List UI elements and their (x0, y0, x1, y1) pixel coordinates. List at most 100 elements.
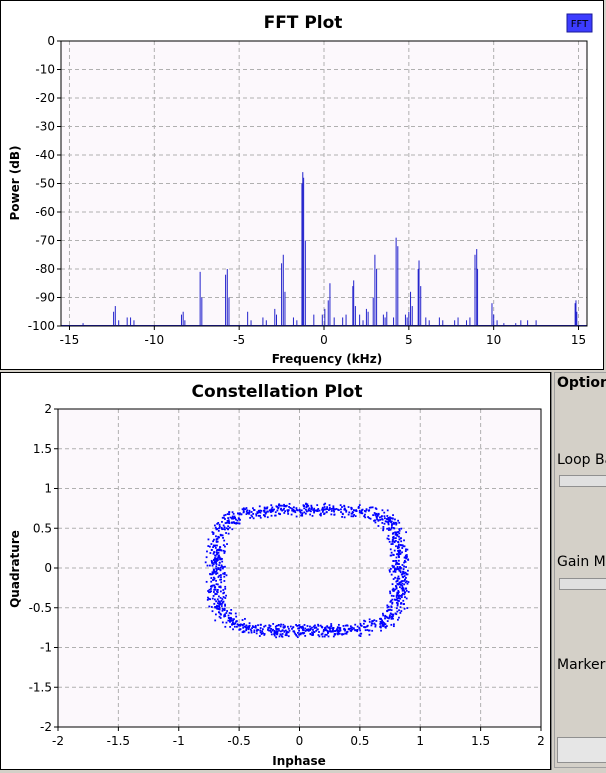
constellation-point (279, 504, 282, 507)
constellation-point (211, 584, 213, 587)
constellation-point (211, 610, 214, 613)
constellation-point (227, 528, 229, 531)
constellation-point (216, 604, 218, 607)
constellation-point (239, 623, 242, 626)
constellation-point (238, 628, 241, 631)
constellation-point (392, 535, 395, 538)
constellation-point (273, 634, 276, 637)
constellation-point (221, 560, 224, 563)
constellation-point (277, 504, 280, 507)
constellation-point (212, 578, 215, 581)
constellation-point (207, 596, 209, 599)
constellation-point (313, 511, 315, 514)
constellation-point (222, 549, 225, 552)
constellation-point (277, 507, 280, 510)
constellation-point (219, 590, 222, 593)
constellation-point (395, 561, 398, 564)
constellation-point (396, 604, 399, 607)
constellation-point (295, 507, 298, 510)
constellation-point (222, 516, 225, 519)
constellation-point (218, 536, 220, 539)
constellation-point (217, 605, 220, 608)
constellation-point (238, 518, 240, 520)
constellation-point (273, 629, 276, 632)
constellation-point (284, 634, 287, 637)
constellation-point (308, 507, 311, 510)
constellation-point (405, 554, 408, 556)
constellation-point (316, 628, 319, 631)
constellation-point (230, 612, 233, 615)
constellation-point (391, 540, 394, 543)
constellation-point (313, 507, 316, 510)
constellation-point (238, 513, 241, 516)
constellation-point (358, 504, 361, 506)
constellation-point (317, 624, 320, 627)
constellation-point (389, 592, 392, 595)
constellation-point (389, 548, 392, 551)
constellation-point (287, 509, 290, 512)
constellation-point (295, 509, 298, 511)
constellation-point (284, 510, 287, 513)
constellation-point (346, 630, 349, 633)
constellation-point (398, 600, 400, 602)
fft-legend[interactable]: FFT (566, 13, 593, 33)
constellation-point (285, 504, 288, 507)
constellation-point (336, 629, 339, 632)
constellation-point (396, 533, 399, 536)
constellation-point (246, 512, 249, 515)
constellation-point (376, 514, 379, 517)
constellation-point (232, 623, 235, 625)
constellation-point (282, 626, 285, 629)
constellation-point (324, 508, 327, 511)
constellation-point (225, 532, 227, 534)
constellation-point (286, 630, 288, 633)
constellation-point (224, 545, 226, 548)
constellation-point (272, 628, 274, 631)
constellation-point (216, 591, 219, 594)
constellation-point (325, 628, 327, 631)
constellation-point (391, 613, 393, 616)
constellation-point (230, 517, 233, 520)
constellation-point (219, 566, 222, 569)
constellation-point (224, 518, 226, 520)
constellation-point (254, 624, 257, 627)
loop-bandwidth-slider[interactable] (559, 475, 606, 487)
gain-slider[interactable] (559, 578, 606, 590)
constellation-point (387, 605, 390, 608)
constellation-point (276, 628, 279, 630)
constellation-point (240, 513, 243, 516)
constellation-point (389, 528, 392, 531)
constellation-point (318, 635, 321, 638)
constellation-point (386, 509, 389, 512)
constellation-point (281, 504, 283, 507)
constellation-point (394, 518, 396, 521)
constellation-point (212, 533, 215, 535)
constellation-point (252, 517, 255, 520)
constellation-point (238, 512, 241, 515)
constellation-point (342, 625, 345, 627)
constellation-point (221, 621, 224, 624)
constellation-point (226, 513, 229, 515)
constellation-point (293, 509, 296, 512)
constellation-point (220, 558, 222, 561)
fft-x-tick-label: -10 (145, 333, 165, 347)
constellation-point (390, 517, 393, 520)
constellation-point (315, 626, 318, 629)
constellation-point (356, 625, 359, 628)
constellation-point (228, 617, 230, 620)
constellation-point (226, 610, 229, 612)
constellation-point (277, 624, 280, 627)
options-button[interactable] (557, 737, 606, 763)
constellation-point (211, 561, 213, 563)
constellation-point (224, 585, 227, 588)
constellation-point (283, 630, 286, 633)
constellation-point (330, 623, 333, 625)
constellation-point (395, 531, 397, 534)
constellation-point (407, 569, 409, 572)
constellation-point (368, 629, 371, 632)
constellation-point (403, 583, 406, 586)
constellation-point (304, 627, 307, 630)
constellation-point (390, 609, 393, 612)
constellation-point (305, 503, 308, 506)
constellation-point (346, 624, 349, 627)
